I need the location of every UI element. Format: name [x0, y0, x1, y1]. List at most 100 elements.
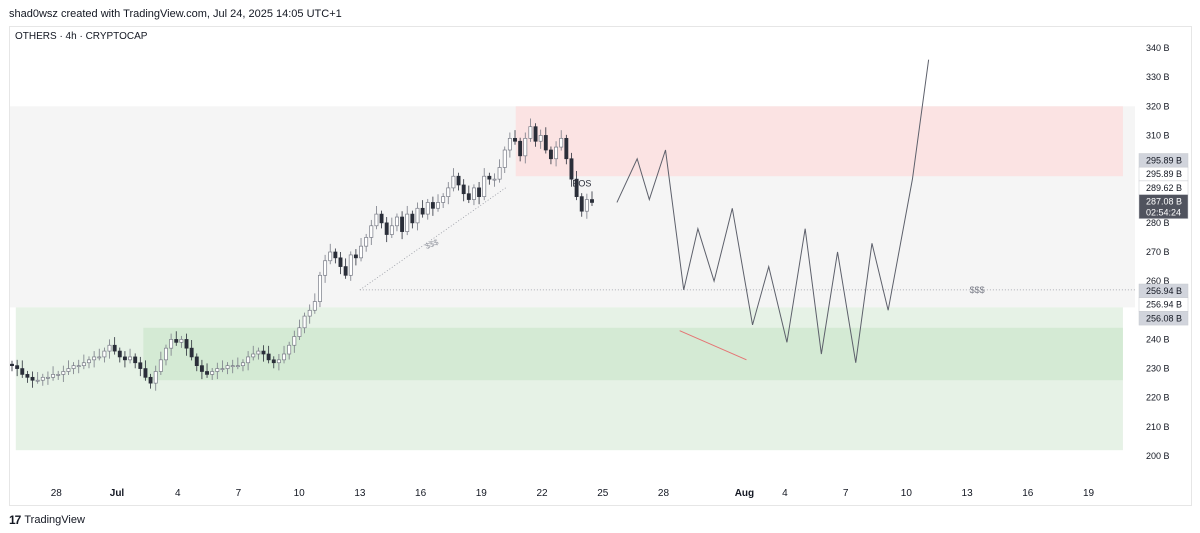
y-tick-label: 260 B	[1146, 276, 1170, 286]
demand-inner-zone	[143, 327, 1123, 381]
y-tick-label: 210 B	[1146, 422, 1170, 432]
candle-body	[312, 301, 317, 311]
candle-body	[359, 245, 363, 259]
chart-frame	[9, 26, 1192, 506]
price-badge	[1138, 311, 1189, 326]
candle-body	[548, 149, 553, 160]
candle-body	[574, 178, 579, 197]
candle-body	[20, 368, 25, 375]
candle-body	[323, 260, 328, 276]
candle-body	[307, 309, 312, 317]
y-tick-label: 230 B	[1146, 364, 1170, 374]
candle-body	[518, 140, 523, 157]
candle-body	[261, 350, 266, 355]
tradingview-logo-icon: 17	[9, 513, 21, 527]
x-tick-label: 7	[843, 488, 849, 499]
candle-body	[451, 175, 456, 189]
candle-body	[374, 213, 379, 227]
x-tick-label: 13	[354, 488, 366, 499]
chart-caption: shad0wsz created with TradingView.com, J…	[9, 8, 342, 20]
candle-body	[158, 359, 163, 372]
y-tick-label: 270 B	[1146, 247, 1170, 257]
candle-body	[364, 237, 369, 247]
candle-body	[554, 146, 559, 160]
candle-body	[81, 362, 86, 367]
candle-body	[441, 196, 446, 203]
candle-body	[507, 137, 512, 151]
y-tick-label: 340 B	[1146, 43, 1170, 53]
candle-body	[246, 356, 251, 364]
x-tick-label: 16	[415, 488, 427, 499]
x-tick-label: 10	[294, 488, 306, 499]
candle-body	[215, 368, 220, 372]
candle-body	[543, 135, 548, 151]
candle-body	[143, 368, 148, 378]
candle-body	[369, 225, 374, 238]
candle-body	[400, 216, 405, 232]
candle-body	[338, 257, 343, 267]
candle-body	[112, 344, 117, 352]
x-tick-label: 19	[1083, 488, 1095, 499]
x-tick-label: 13	[962, 488, 974, 499]
x-tick-label: 4	[782, 488, 788, 499]
candle-body	[35, 379, 40, 382]
y-tick-label: 200 B	[1146, 451, 1170, 461]
candle-body	[169, 339, 174, 349]
candle-body	[302, 315, 307, 329]
candle-body	[179, 339, 184, 343]
candle-body	[502, 149, 507, 168]
y-tick-label: 330 B	[1146, 72, 1170, 82]
candle-body	[466, 193, 471, 200]
candle-body	[492, 178, 497, 181]
candle-body	[297, 327, 302, 337]
candle-body	[61, 371, 66, 375]
x-tick-label: 28	[51, 488, 63, 499]
candle-body	[348, 254, 353, 276]
candle-body	[56, 374, 61, 376]
candle-body	[205, 371, 209, 375]
x-tick-label: 19	[476, 488, 488, 499]
candle-body	[174, 339, 179, 343]
x-tick-label: 4	[175, 488, 181, 499]
candle-body	[276, 359, 281, 364]
candle-body	[292, 336, 297, 346]
candle-body	[153, 371, 158, 384]
candle-body	[102, 350, 107, 358]
x-tick-label: Aug	[735, 488, 754, 499]
candle-body	[87, 359, 91, 364]
candle-body	[287, 344, 292, 355]
candle-body	[122, 356, 127, 361]
candle-body	[415, 207, 420, 224]
candle-body	[405, 213, 410, 232]
candle-body	[107, 344, 112, 352]
candle-body	[318, 274, 322, 302]
candle-body	[384, 222, 389, 235]
footer: 17 TradingView	[9, 513, 85, 527]
candle-body	[590, 199, 594, 203]
liquidity-label: $$$	[970, 285, 985, 295]
candle-body	[40, 376, 45, 381]
candle-body	[164, 347, 168, 361]
y-tick-label: 310 B	[1146, 130, 1170, 140]
candle-body	[569, 158, 574, 180]
projection-low-line	[679, 330, 747, 361]
candle-body	[210, 371, 215, 375]
candle-body	[343, 266, 348, 276]
bos-label: BOS	[572, 178, 591, 188]
candle-body	[148, 376, 153, 384]
candle-body	[523, 137, 528, 157]
x-tick-label: 16	[1022, 488, 1034, 499]
candle-body	[266, 353, 271, 361]
candle-body	[425, 202, 430, 215]
candle-body	[420, 207, 425, 215]
candle-body	[241, 362, 245, 367]
candle-body	[410, 213, 415, 224]
price-badge-label: 256.94 B	[1146, 286, 1182, 296]
candle-body	[128, 356, 133, 361]
candle-body	[446, 187, 451, 197]
price-badge-label: 295.89 B	[1146, 156, 1182, 166]
candle-body	[51, 374, 56, 378]
candle-body	[461, 184, 466, 195]
candle-body	[256, 350, 261, 355]
